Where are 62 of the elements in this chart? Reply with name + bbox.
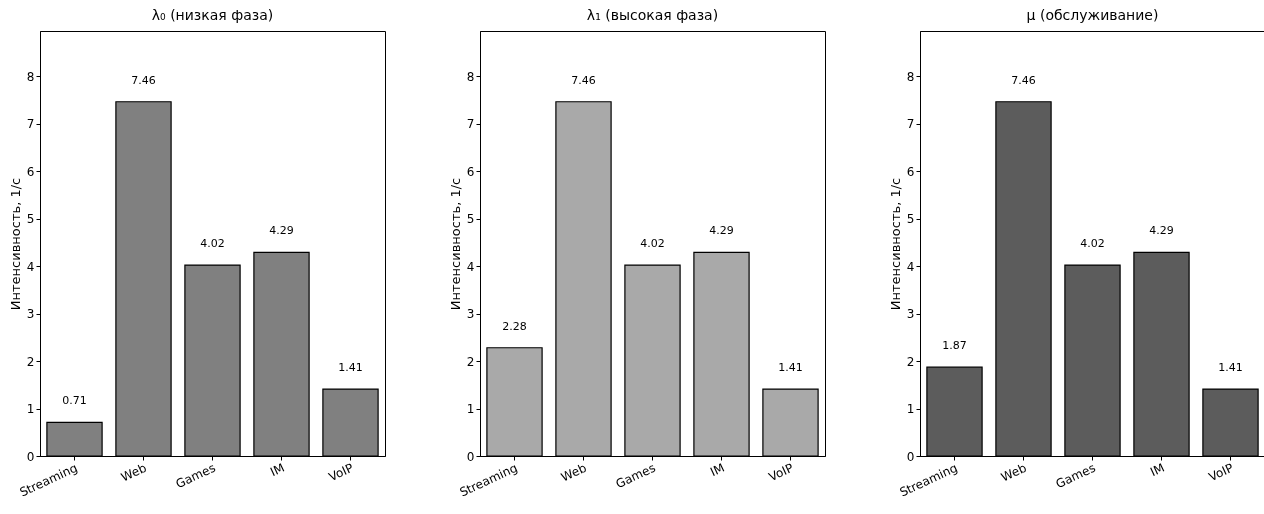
- data-label: 1.41: [1218, 361, 1243, 375]
- y-tick-label: 0: [466, 449, 475, 464]
- data-label: 1.41: [778, 361, 803, 375]
- y-tick-label: 4: [466, 259, 475, 274]
- bar: [1202, 388, 1259, 457]
- data-label: 1.41: [338, 361, 363, 375]
- y-axis-title: Интенсивность, 1/с: [447, 177, 463, 311]
- y-tick-label: 2: [26, 354, 35, 369]
- y-tick-label: 7: [466, 117, 475, 132]
- bar: [926, 366, 983, 457]
- y-tick-label: 1: [466, 402, 475, 417]
- y-axis-title: Интенсивность, 1/с: [7, 177, 23, 311]
- y-tick-label: 5: [26, 212, 35, 227]
- chart-title: λ₀ (низкая фаза): [151, 7, 274, 23]
- x-tick-label: Web: [558, 460, 589, 485]
- chart-title: μ (обслуживание): [1026, 7, 1159, 23]
- y-tick-label: 6: [26, 164, 35, 179]
- data-label: 4.02: [640, 237, 665, 251]
- data-label: 4.29: [709, 224, 734, 238]
- bar: [1064, 264, 1121, 457]
- data-label: 4.02: [1080, 237, 1105, 251]
- data-label: 4.29: [1149, 224, 1174, 238]
- data-label: 4.02: [200, 237, 225, 251]
- y-tick-label: 2: [906, 354, 915, 369]
- x-tick-label: VoIP: [326, 460, 356, 485]
- x-tick-label: Web: [998, 460, 1029, 485]
- data-label: 0.71: [62, 394, 87, 408]
- y-tick-label: 1: [26, 402, 35, 417]
- y-tick-label: 3: [466, 307, 475, 322]
- y-tick-label: 7: [26, 117, 35, 132]
- x-tick-label: IM: [708, 460, 727, 480]
- data-label: 7.46: [131, 73, 156, 87]
- y-tick-label: 8: [906, 69, 915, 84]
- y-tick-label: 8: [466, 69, 475, 84]
- y-tick-label: 2: [466, 354, 475, 369]
- y-tick-label: 1: [906, 402, 915, 417]
- x-tick-label: VoIP: [1206, 460, 1236, 485]
- x-tick-label: VoIP: [766, 460, 796, 485]
- y-tick-label: 4: [906, 259, 915, 274]
- y-tick-label: 8: [26, 69, 35, 84]
- y-tick-label: 6: [906, 164, 915, 179]
- y-tick-label: 5: [466, 212, 475, 227]
- x-tick-label: IM: [268, 460, 287, 480]
- y-tick-label: 7: [906, 117, 915, 132]
- y-tick-label: 4: [26, 259, 35, 274]
- bar: [995, 101, 1052, 457]
- y-tick-label: 3: [26, 307, 35, 322]
- data-label: 4.29: [269, 224, 294, 238]
- data-label: 7.46: [571, 73, 596, 87]
- y-tick-label: 3: [906, 307, 915, 322]
- data-label: 1.87: [942, 339, 967, 353]
- y-tick-label: 0: [26, 449, 35, 464]
- y-tick-label: 6: [466, 164, 475, 179]
- y-axis-title: Интенсивность, 1/с: [887, 177, 903, 311]
- x-tick-label: IM: [1148, 460, 1167, 480]
- y-tick-label: 5: [906, 212, 915, 227]
- bar: [1133, 251, 1190, 457]
- chart-title: λ₁ (высокая фаза): [586, 7, 719, 23]
- y-tick-label: 0: [906, 449, 915, 464]
- data-label: 2.28: [502, 319, 527, 333]
- data-label: 7.46: [1011, 73, 1036, 87]
- x-tick-label: Web: [118, 460, 149, 485]
